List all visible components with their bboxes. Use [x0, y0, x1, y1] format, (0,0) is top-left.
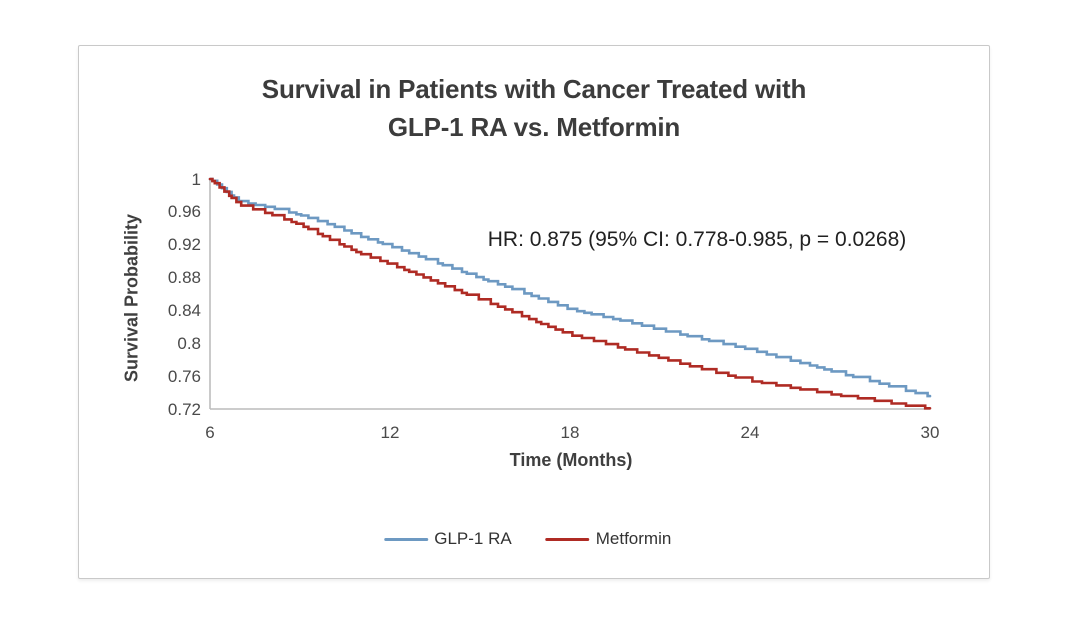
- plot-svg: [208, 177, 932, 410]
- chart-title-line-2: GLP-1 RA vs. Metformin: [387, 112, 681, 142]
- y-tick-label: 0.88: [167, 268, 201, 288]
- legend: GLP-1 RA Metformin: [372, 530, 683, 548]
- y-tick-label: 1: [191, 169, 201, 189]
- glp1ra-line-swatch: [384, 537, 429, 541]
- legend-label-glp1ra: GLP-1 RA: [434, 529, 512, 548]
- series-line-glp1ra: [208, 177, 932, 398]
- x-axis-title: Time (Months): [509, 450, 633, 470]
- x-tick-label: 18: [560, 423, 580, 442]
- y-tick-label: 0.8: [177, 333, 201, 353]
- y-tick-label: 0.76: [167, 366, 201, 386]
- x-tick-label: 12: [380, 423, 400, 442]
- x-tick-label: 6: [205, 423, 215, 442]
- x-tick-label: 24: [740, 423, 760, 442]
- chart-title: Survival in Patients with Cancer Treated…: [79, 70, 989, 146]
- chart-title-line-1: Survival in Patients with Cancer Treated…: [261, 74, 807, 104]
- series-group: [208, 177, 932, 410]
- x-tick-label: 30: [920, 423, 940, 442]
- series-line-metformin: [208, 177, 932, 410]
- legend-item-glp1ra: GLP-1 RA: [384, 529, 512, 548]
- legend-label-metformin: Metformin: [595, 529, 672, 548]
- y-tick-label: 0.96: [167, 202, 201, 222]
- hazard-ratio-annotation: HR: 0.875 (95% CI: 0.778-0.985, p = 0.02…: [487, 228, 907, 251]
- metformin-line-swatch: [545, 537, 590, 541]
- y-tick-label: 0.92: [167, 235, 201, 255]
- y-tick-label: 0.84: [167, 300, 201, 320]
- y-tick-label: 0.72: [167, 399, 201, 419]
- chart-container: Survival in Patients with Cancer Treated…: [78, 45, 990, 579]
- legend-item-metformin: Metformin: [545, 529, 672, 548]
